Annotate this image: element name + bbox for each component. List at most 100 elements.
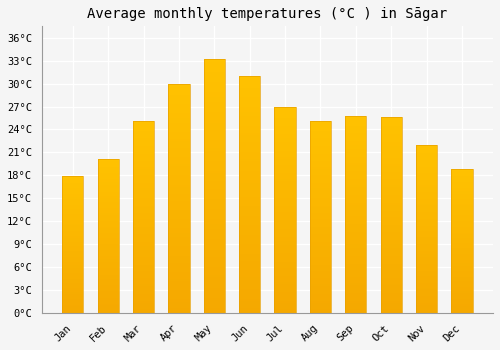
Bar	[274, 245, 295, 247]
Bar	[274, 150, 295, 153]
Bar	[345, 232, 366, 234]
Bar	[310, 123, 331, 125]
Bar	[168, 302, 190, 304]
Bar	[204, 102, 225, 105]
Bar	[416, 146, 437, 148]
Bar	[133, 305, 154, 307]
Bar	[452, 185, 472, 187]
Bar	[380, 180, 402, 181]
Bar	[274, 260, 295, 261]
Bar	[133, 252, 154, 253]
Bar	[380, 140, 402, 142]
Bar	[380, 126, 402, 128]
Bar	[310, 223, 331, 225]
Bar	[380, 240, 402, 242]
Bar	[98, 196, 119, 198]
Bar	[345, 171, 366, 173]
Bar	[98, 221, 119, 222]
Bar	[239, 180, 260, 183]
Bar	[204, 140, 225, 143]
Bar	[274, 144, 295, 146]
Bar	[345, 287, 366, 289]
Bar	[98, 199, 119, 201]
Bar	[416, 301, 437, 303]
Bar	[416, 212, 437, 214]
Bar	[204, 247, 225, 250]
Bar	[416, 259, 437, 261]
Bar	[204, 95, 225, 97]
Bar	[345, 299, 366, 301]
Bar	[274, 111, 295, 113]
Bar	[452, 310, 472, 312]
Bar	[345, 124, 366, 126]
Bar	[168, 205, 190, 208]
Bar	[452, 224, 472, 225]
Bar	[239, 306, 260, 308]
Bar	[380, 195, 402, 197]
Bar	[204, 82, 225, 85]
Bar	[274, 175, 295, 177]
Bar	[416, 163, 437, 165]
Bar	[452, 236, 472, 237]
Bar	[62, 301, 84, 302]
Bar	[416, 202, 437, 204]
Bar	[416, 190, 437, 192]
Bar	[62, 303, 84, 305]
Bar	[274, 134, 295, 136]
Bar	[274, 138, 295, 140]
Bar	[133, 248, 154, 250]
Bar	[239, 249, 260, 251]
Bar	[62, 305, 84, 306]
Bar	[239, 209, 260, 211]
Bar	[274, 284, 295, 286]
Bar	[204, 244, 225, 247]
Bar	[168, 292, 190, 295]
Bar	[133, 175, 154, 177]
Bar	[98, 169, 119, 170]
Bar	[274, 296, 295, 299]
Bar	[133, 263, 154, 265]
Bar	[204, 237, 225, 239]
Bar	[416, 173, 437, 175]
Bar	[62, 206, 84, 208]
Bar	[274, 243, 295, 245]
Bar	[62, 203, 84, 205]
Bar	[204, 275, 225, 278]
Bar	[310, 279, 331, 280]
Bar	[380, 181, 402, 183]
Bar	[345, 266, 366, 268]
Bar	[416, 283, 437, 285]
Bar	[168, 182, 190, 184]
Bar	[133, 229, 154, 231]
Bar	[62, 223, 84, 224]
Bar	[274, 214, 295, 216]
Bar	[204, 75, 225, 77]
Bar	[310, 167, 331, 169]
Bar	[62, 199, 84, 201]
Bar	[62, 283, 84, 284]
Bar	[310, 175, 331, 177]
Bar	[416, 244, 437, 246]
Bar	[133, 286, 154, 288]
Bar	[380, 289, 402, 292]
Bar	[274, 270, 295, 272]
Bar	[416, 187, 437, 189]
Bar	[98, 299, 119, 301]
Bar	[239, 218, 260, 220]
Bar	[168, 125, 190, 127]
Bar	[204, 156, 225, 158]
Bar	[168, 187, 190, 189]
Bar	[239, 256, 260, 259]
Bar	[168, 249, 190, 251]
Bar	[62, 291, 84, 293]
Bar	[310, 234, 331, 236]
Bar	[133, 127, 154, 129]
Bar	[133, 231, 154, 232]
Bar	[380, 266, 402, 268]
Bar	[98, 187, 119, 189]
Bar	[345, 183, 366, 185]
Bar	[168, 288, 190, 290]
Bar	[98, 293, 119, 295]
Bar	[62, 280, 84, 281]
Bar	[416, 281, 437, 283]
